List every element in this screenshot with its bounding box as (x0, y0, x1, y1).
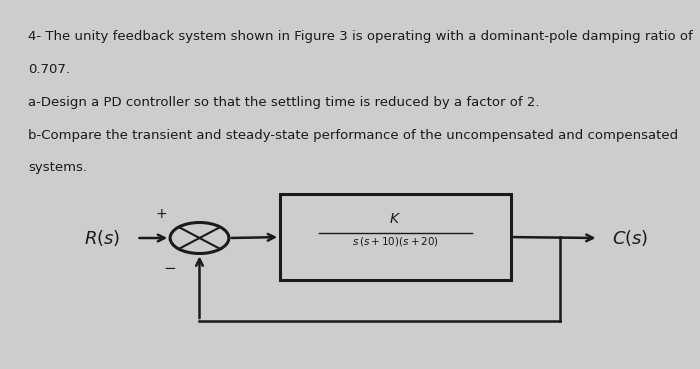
Text: 0.707.: 0.707. (28, 63, 70, 76)
Text: 4- The unity feedback system shown in Figure 3 is operating with a dominant-pole: 4- The unity feedback system shown in Fi… (28, 30, 693, 43)
Text: +: + (155, 207, 167, 221)
Text: a-Design a PD controller so that the settling time is reduced by a factor of 2.: a-Design a PD controller so that the set… (28, 96, 540, 109)
Text: −: − (164, 261, 176, 276)
Text: b-Compare the transient and steady-state performance of the uncompensated and co: b-Compare the transient and steady-state… (28, 129, 678, 142)
Text: $K$: $K$ (389, 212, 402, 226)
Text: $s\,(s+10)(s+20)$: $s\,(s+10)(s+20)$ (352, 235, 439, 248)
Text: $R(s)$: $R(s)$ (84, 228, 120, 248)
Text: systems.: systems. (28, 161, 87, 173)
Bar (280, 194, 511, 280)
Text: $C(s)$: $C(s)$ (612, 228, 649, 248)
